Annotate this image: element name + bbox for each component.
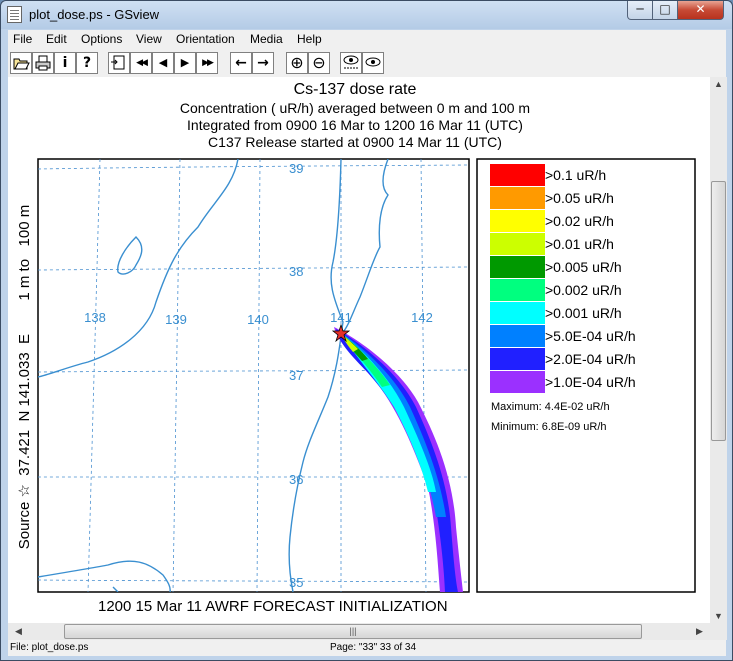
legend-label: >0.002 uR/h — [545, 282, 622, 298]
legend-swatch — [490, 256, 545, 278]
legend-label: >0.005 uR/h — [545, 259, 622, 275]
menu-edit[interactable]: Edit — [46, 32, 67, 46]
source-location-label: Source ☆ 37.421 N 141.033 E 1 m to 100 m — [16, 205, 33, 549]
horizontal-scroll-thumb[interactable]: ||| — [64, 624, 642, 639]
status-bar: File: plot_dose.ps Page: "33" 33 of 34 — [8, 640, 726, 656]
window-title: plot_dose.ps - GSview — [29, 7, 160, 22]
lat-labels: 39 38 37 36 35 — [289, 161, 303, 590]
legend-swatch — [490, 187, 545, 209]
title-bar[interactable]: plot_dose.ps - GSview ─ □ ✕ — [1, 1, 732, 29]
legend-label: >2.0E-04 uR/h — [545, 351, 636, 367]
lon-label: 142 — [411, 310, 433, 325]
plot-subtitle-1: Concentration ( uR/h) averaged between 0… — [180, 100, 530, 116]
goto-page-icon[interactable] — [108, 52, 130, 74]
coastline — [38, 159, 389, 592]
legend-swatch — [490, 371, 545, 393]
menu-file[interactable]: File — [13, 32, 33, 46]
legend-swatch — [490, 233, 545, 255]
legend-label: >0.001 uR/h — [545, 305, 622, 321]
menu-media[interactable]: Media — [250, 32, 283, 46]
lon-labels: 138 139 140 141 142 — [84, 310, 433, 327]
open-icon[interactable] — [10, 52, 32, 74]
legend-label: >1.0E-04 uR/h — [545, 374, 636, 390]
lat-label: 35 — [289, 575, 303, 590]
legend-label: >0.1 uR/h — [545, 167, 606, 183]
scroll-down-icon[interactable]: ▼ — [714, 611, 723, 621]
prev-page-icon[interactable]: ◀ — [152, 52, 174, 74]
forward-icon[interactable]: → — [252, 52, 274, 74]
print-icon[interactable] — [32, 52, 54, 74]
legend-label: >0.01 uR/h — [545, 236, 614, 252]
menu-bar: File Edit Options View Orientation Media… — [8, 30, 726, 49]
plot-subtitle-3: C137 Release started at 0900 14 Mar 11 (… — [208, 134, 502, 150]
back-icon[interactable]: ← — [230, 52, 252, 74]
first-page-icon[interactable]: ◀◀ — [130, 52, 152, 74]
legend-label: >0.05 uR/h — [545, 190, 614, 206]
lat-label: 39 — [289, 161, 303, 176]
legend-label: >5.0E-04 uR/h — [545, 328, 636, 344]
minimum-value: Minimum: 6.8E-09 uR/h — [491, 421, 607, 433]
forecast-footer: 1200 15 Mar 11 AWRF FORECAST INITIALIZAT… — [98, 598, 448, 615]
dose-plot: Cs-137 dose rate Concentration ( uR/h) a… — [16, 81, 696, 615]
menu-help[interactable]: Help — [297, 32, 322, 46]
plot-subtitle-2: Integrated from 0900 16 Mar to 1200 16 M… — [187, 117, 523, 133]
lon-label: 141 — [330, 310, 352, 325]
graticule — [38, 159, 469, 592]
maximum-value: Maximum: 4.4E-02 uR/h — [491, 401, 610, 413]
text-extract-icon[interactable] — [340, 52, 362, 74]
status-file: File: plot_dose.ps — [10, 642, 89, 653]
scroll-corner — [710, 623, 727, 640]
status-page: Page: "33" 33 of 34 — [330, 642, 417, 653]
scroll-left-icon[interactable]: ◀ — [15, 626, 22, 636]
lon-label: 139 — [165, 312, 187, 327]
zoom-out-icon[interactable]: ⊖ — [308, 52, 330, 74]
vertical-scrollbar[interactable]: ▲ ▼ — [710, 77, 727, 623]
legend-swatch — [490, 302, 545, 324]
info-icon[interactable]: i — [54, 52, 76, 74]
scroll-right-icon[interactable]: ▶ — [696, 626, 703, 636]
legend-swatch — [490, 210, 545, 232]
legend-swatch — [490, 348, 545, 370]
last-page-icon[interactable]: ▶▶ — [196, 52, 218, 74]
scroll-up-icon[interactable]: ▲ — [714, 79, 723, 89]
legend-swatch — [490, 164, 545, 186]
lon-label: 138 — [84, 310, 106, 325]
legend-swatch — [490, 279, 545, 301]
toolbar: i ? ◀◀ ◀ ▶ ▶▶ ← → ⊕ ⊖ — [8, 49, 726, 77]
maximize-button[interactable]: □ — [652, 1, 678, 20]
legend-label: >0.02 uR/h — [545, 213, 614, 229]
menu-orientation[interactable]: Orientation — [176, 32, 235, 46]
next-page-icon[interactable]: ▶ — [174, 52, 196, 74]
vertical-scroll-thumb[interactable] — [711, 181, 726, 441]
lat-label: 38 — [289, 264, 303, 279]
lon-label: 140 — [247, 312, 269, 327]
minimize-button[interactable]: ─ — [627, 1, 653, 20]
legend-swatch — [490, 325, 545, 347]
document-view[interactable]: Cs-137 dose rate Concentration ( uR/h) a… — [8, 77, 710, 623]
close-button[interactable]: ✕ — [677, 1, 724, 20]
plot-title: Cs-137 dose rate — [294, 81, 417, 98]
find-icon[interactable] — [362, 52, 384, 74]
map-frame — [37, 158, 470, 593]
menu-view[interactable]: View — [136, 32, 162, 46]
zoom-in-icon[interactable]: ⊕ — [286, 52, 308, 74]
lat-label: 37 — [289, 368, 303, 383]
legend: >0.1 uR/h >0.05 uR/h >0.02 uR/h >0.01 uR/h >… — [490, 164, 636, 393]
horizontal-scrollbar[interactable]: ◀ ||| ▶ — [8, 623, 710, 640]
help-icon[interactable]: ? — [76, 52, 98, 74]
source-star — [331, 323, 351, 343]
app-icon[interactable] — [7, 6, 22, 23]
lat-label: 36 — [289, 472, 303, 487]
menu-options[interactable]: Options — [81, 32, 123, 46]
